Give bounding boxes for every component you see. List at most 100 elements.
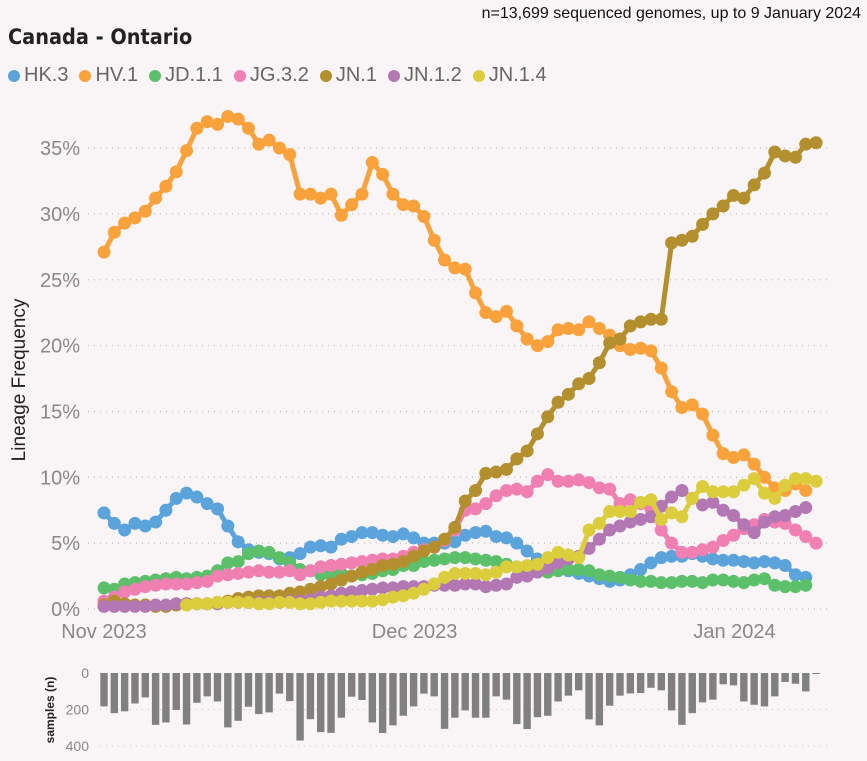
data-point[interactable] [231,555,245,569]
data-point[interactable] [592,532,606,546]
data-point[interactable] [592,481,606,495]
data-point[interactable] [706,207,720,221]
data-point[interactable] [778,508,792,522]
data-point[interactable] [128,516,142,530]
data-point[interactable] [654,312,668,326]
data-point[interactable] [665,236,679,250]
data-point[interactable] [530,339,544,353]
data-point[interactable] [211,502,225,516]
data-point[interactable] [685,398,699,412]
data-point[interactable] [469,502,483,516]
data-point[interactable] [159,179,173,193]
data-point[interactable] [644,344,658,358]
data-point[interactable] [438,253,452,267]
data-point[interactable] [293,597,307,611]
data-point[interactable] [603,523,617,537]
data-point[interactable] [530,557,544,571]
data-point[interactable] [262,545,276,559]
data-point[interactable] [345,585,359,599]
data-point[interactable] [541,335,555,349]
data-point[interactable] [706,485,720,499]
data-point[interactable] [489,465,503,479]
data-point[interactable] [345,530,359,544]
data-point[interactable] [283,595,297,609]
data-point[interactable] [623,573,637,587]
data-point[interactable] [386,590,400,604]
data-point[interactable] [396,580,410,594]
data-point[interactable] [706,552,720,566]
data-point[interactable] [623,343,637,357]
data-point[interactable] [221,519,235,533]
data-point[interactable] [438,552,452,566]
data-point[interactable] [592,356,606,370]
data-point[interactable] [376,559,390,573]
data-point[interactable] [603,482,617,496]
data-point[interactable] [200,574,214,588]
data-point[interactable] [386,530,400,544]
data-point[interactable] [561,474,575,488]
data-point[interactable] [675,545,689,559]
data-point[interactable] [788,523,802,537]
data-point[interactable] [634,574,648,588]
data-point[interactable] [675,400,689,414]
data-point[interactable] [737,448,751,462]
data-point[interactable] [107,599,121,613]
data-point[interactable] [221,568,235,582]
data-point[interactable] [169,491,183,505]
data-point[interactable] [716,447,730,461]
legend-item-jg-3-2[interactable]: JG.3.2 [233,64,309,87]
data-point[interactable] [727,574,741,588]
data-point[interactable] [479,466,493,480]
data-point[interactable] [314,191,328,205]
data-point[interactable] [737,191,751,205]
data-point[interactable] [665,506,679,520]
data-point[interactable] [757,470,771,484]
data-point[interactable] [417,555,431,569]
data-point[interactable] [634,562,648,576]
data-point[interactable] [489,489,503,503]
data-point[interactable] [427,553,441,567]
data-point[interactable] [448,578,462,592]
data-point[interactable] [190,597,204,611]
data-point[interactable] [768,145,782,159]
data-point[interactable] [727,188,741,202]
data-point[interactable] [685,491,699,505]
data-point[interactable] [458,551,472,565]
data-point[interactable] [211,595,225,609]
data-point[interactable] [293,585,307,599]
data-point[interactable] [778,580,792,594]
data-point[interactable] [241,595,255,609]
data-point[interactable] [283,564,297,578]
data-point[interactable] [283,148,297,162]
data-point[interactable] [716,503,730,517]
data-point[interactable] [520,569,534,583]
data-point[interactable] [727,485,741,499]
data-point[interactable] [737,576,751,590]
data-point[interactable] [469,577,483,591]
data-point[interactable] [303,582,317,596]
data-point[interactable] [211,117,225,131]
data-point[interactable] [138,204,152,218]
data-point[interactable] [572,551,586,565]
data-point[interactable] [809,474,823,488]
data-point[interactable] [675,233,689,247]
data-point[interactable] [778,559,792,573]
data-point[interactable] [469,286,483,300]
data-point[interactable] [376,167,390,181]
data-point[interactable] [314,560,328,574]
data-point[interactable] [448,520,462,534]
data-point[interactable] [417,544,431,558]
data-point[interactable] [149,191,163,205]
data-point[interactable] [530,427,544,441]
data-point[interactable] [757,515,771,529]
data-point[interactable] [376,528,390,542]
data-point[interactable] [149,598,163,612]
data-point[interactable] [345,569,359,583]
data-point[interactable] [355,565,369,579]
data-point[interactable] [376,593,390,607]
data-point[interactable] [572,377,586,391]
data-point[interactable] [510,482,524,496]
data-point[interactable] [613,332,627,346]
data-point[interactable] [572,562,586,576]
data-point[interactable] [757,572,771,586]
